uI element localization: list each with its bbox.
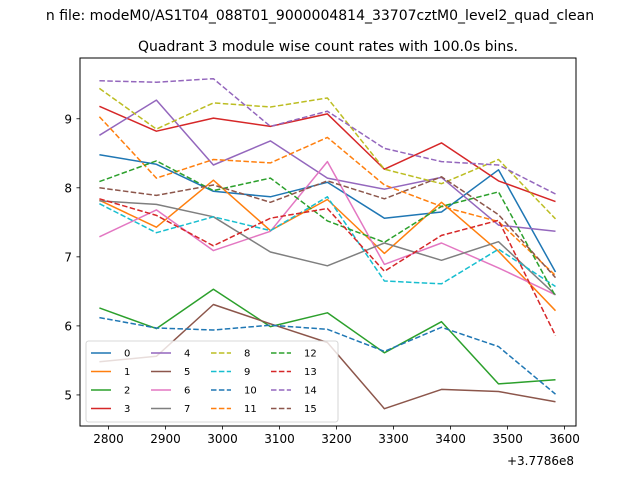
x-tick-label: 3400 (435, 432, 466, 446)
x-axis-offset-label: +3.7786e8 (507, 454, 574, 468)
series-line-14 (99, 77, 556, 195)
series-line-11 (98, 116, 557, 277)
legend-label-13: 13 (304, 367, 317, 378)
x-tick-label: 3000 (207, 432, 238, 446)
y-tick-label: 8 (64, 181, 72, 195)
series-line-8 (98, 87, 557, 220)
x-tick-label: 3500 (492, 432, 523, 446)
x-tick-label: 2800 (93, 432, 124, 446)
x-tick-label: 2900 (150, 432, 181, 446)
series-line-4 (99, 99, 556, 233)
x-tick-label: 3100 (264, 432, 295, 446)
legend-box (85, 340, 339, 423)
legend-label-7: 7 (184, 404, 190, 415)
legend-label-8: 8 (244, 349, 250, 360)
legend-label-9: 9 (244, 367, 250, 378)
legend-label-1: 1 (124, 367, 130, 378)
series-line-6 (99, 160, 556, 296)
series-line-2 (99, 288, 556, 385)
series-line-1 (99, 179, 557, 312)
legend-label-10: 10 (244, 386, 257, 397)
x-tick-label: 3200 (321, 432, 352, 446)
x-tick-label: 3300 (378, 432, 409, 446)
x-tick-label: 3600 (549, 432, 580, 446)
legend-label-5: 5 (184, 367, 190, 378)
legend-label-4: 4 (184, 349, 190, 360)
legend-label-3: 3 (124, 404, 130, 415)
legend-label-12: 12 (304, 349, 317, 360)
y-tick-label: 6 (64, 319, 72, 333)
legend-label-11: 11 (244, 404, 257, 415)
legend-label-0: 0 (124, 349, 130, 360)
series-line-0 (99, 153, 557, 273)
y-tick-label: 9 (64, 112, 72, 126)
series-line-13 (99, 198, 557, 336)
legend-label-6: 6 (184, 386, 190, 397)
series-layer (98, 77, 557, 410)
series-line-9 (99, 196, 556, 288)
plot-frame (79, 57, 577, 427)
series-line-10 (99, 316, 556, 395)
series-line-12 (99, 160, 557, 297)
series-line-7 (99, 200, 557, 296)
legend-label-14: 14 (304, 386, 317, 397)
figure-suptitle: n file: modeM0/AS1T04_088T01_9000004814_… (46, 8, 594, 24)
x-axis: 2800 2900 3000 3100 3200 3300 3400 3500 3600 (93, 426, 580, 446)
y-tick-label: 5 (64, 388, 72, 402)
legend-label-15: 15 (304, 404, 317, 415)
chart-title: Quadrant 3 module wise count rates with … (138, 39, 518, 55)
y-axis: 5 6 7 8 9 (64, 112, 80, 402)
legend-label-2: 2 (124, 386, 130, 397)
y-tick-label: 7 (64, 250, 72, 264)
